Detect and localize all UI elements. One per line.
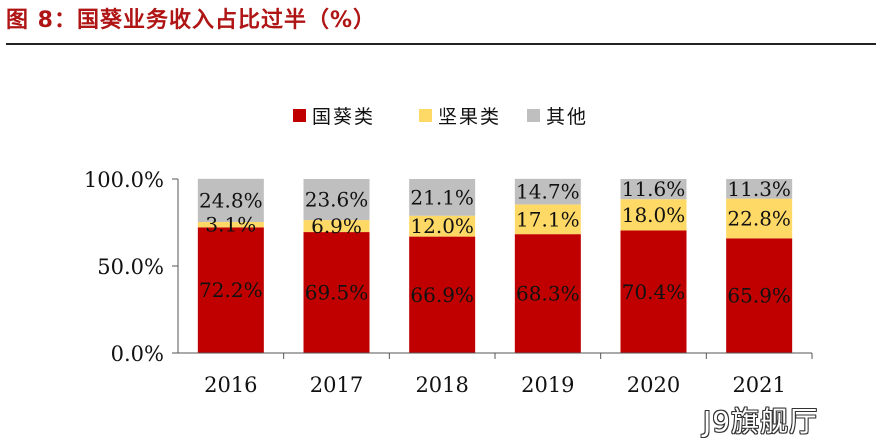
bar-segment-2020-s2 [620,179,687,200]
legend-swatch-s0 [293,109,306,122]
data-label-2016-s1: 3.1% [205,213,256,237]
data-label-2017-s2: 23.6% [305,188,369,212]
legend-label-s1: 坚果类 [438,106,501,128]
data-label-2016-s0: 72.2% [199,278,263,302]
data-label-2021-s0: 65.9% [727,284,791,308]
legend-label-s0: 国葵类 [312,106,375,128]
data-label-2019-s1: 17.1% [516,207,580,231]
data-label-2017-s1: 6.9% [311,214,362,238]
data-label-2020-s2: 11.6% [622,177,686,201]
bar-segment-2018-s2 [409,179,476,216]
data-label-2019-s2: 14.7% [516,180,580,204]
bar-segment-2016-s0 [197,227,264,353]
chart-axes: 2016 2017 2018 2019 2020 2021 0.0% 50.0% 100.0% [84,168,813,397]
bar-segment-2021-s0 [726,238,793,353]
data-label-2021-s2: 11.3% [727,177,791,201]
x-tick-label-2017: 2017 [310,373,363,397]
bar-segment-2017-s1 [303,220,370,233]
chart-legend: 国葵类 坚果类 其他 [293,106,588,128]
x-tick-label-2016: 2016 [204,373,257,397]
data-label-2016-s2: 24.8% [199,188,263,212]
title-divider [6,43,876,45]
bar-segment-2016-s2 [197,178,264,222]
legend-label-s2: 其他 [546,106,588,128]
chart-data-labels: 72.2% 3.1%24.8% 69.5% 6.9%23.6% 66.9% 12.0% 21… [199,177,791,308]
x-tick-label-2018: 2018 [415,373,468,397]
data-label-2020-s0: 70.4% [622,280,686,304]
data-label-2021-s1: 22.8% [727,206,791,230]
bar-segment-2017-s2 [303,179,370,221]
data-label-2018-s1: 12.0% [410,214,474,238]
data-label-2019-s0: 68.3% [516,282,580,306]
bar-segment-2021-s2 [726,179,793,199]
data-label-2020-s1: 18.0% [622,203,686,227]
data-label-2017-s0: 69.5% [305,281,369,305]
bar-segment-2017-s0 [303,232,370,353]
bar-segment-2021-s1 [726,198,793,239]
y-tick-label-1: 50.0% [97,255,164,279]
bar-segment-2016-s1 [197,221,264,228]
x-tick-label-2020: 2020 [627,373,680,397]
data-label-2018-s0: 66.9% [410,283,474,307]
watermark-text: J9旗舰厅 [703,405,819,438]
y-tick-label-0: 0.0% [111,342,164,366]
bar-segment-2019-s2 [514,178,581,205]
y-tick-label-2: 100.0% [84,168,164,192]
data-label-2018-s2: 21.1% [410,185,474,209]
chart-bars [197,178,793,353]
legend-swatch-s1 [419,109,432,122]
figure-title: 图 8：国葵业务收入占比过半（%） [6,8,377,33]
bar-segment-2020-s1 [620,199,687,231]
bar-segment-2020-s0 [620,230,687,353]
bar-segment-2018-s1 [409,215,476,237]
x-tick-label-2021: 2021 [732,373,785,397]
bar-segment-2019-s1 [514,204,581,235]
legend-swatch-s2 [527,109,540,122]
x-tick-label-2019: 2019 [521,373,574,397]
bar-segment-2019-s0 [514,234,581,353]
bar-segment-2018-s0 [409,236,476,353]
